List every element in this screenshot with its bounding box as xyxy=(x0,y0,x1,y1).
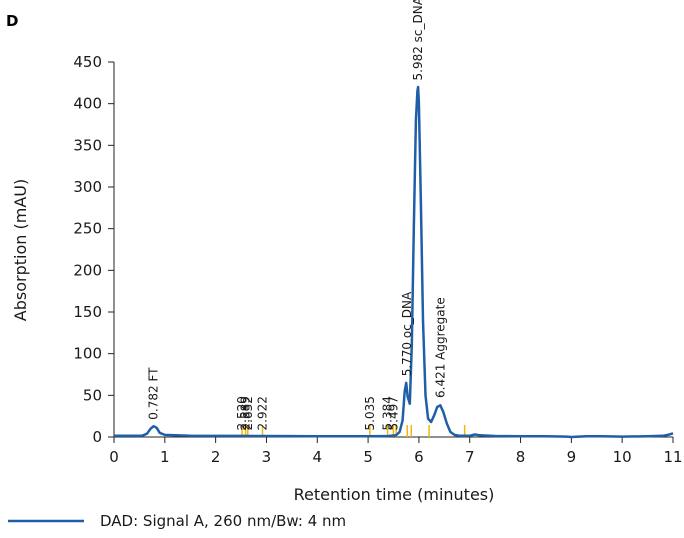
legend-label: DAD: Signal A, 260 nm/Bw: 4 nm xyxy=(100,512,346,530)
peak-label: 0.782 FT xyxy=(147,367,161,420)
peak-label: 5.035 xyxy=(363,396,377,430)
y-tick-label: 50 xyxy=(83,386,102,404)
tick-labels: 0 50 100 150 200 250 300 350 400 450 0 1 2 3 4 5 6 7 8 9 10 1… xyxy=(73,53,682,466)
x-tick-label: 2 xyxy=(211,448,221,466)
x-tick-label: 4 xyxy=(312,448,322,466)
x-tick-label: 0 xyxy=(109,448,119,466)
x-tick-label: 8 xyxy=(516,448,526,466)
y-tick-label: 200 xyxy=(73,261,102,279)
y-tick-label: 250 xyxy=(73,220,102,238)
series-lines xyxy=(114,85,674,439)
x-tick-label: 10 xyxy=(613,448,632,466)
x-tick-label: 1 xyxy=(160,448,170,466)
peak-label: 5.982 sc_DNA xyxy=(411,0,425,81)
x-tick-label: 11 xyxy=(663,448,682,466)
peak-label: 5.497 xyxy=(386,396,400,430)
peak-label: 5.770 oc_DNA xyxy=(400,291,414,376)
y-tick-label: 300 xyxy=(73,178,102,196)
x-tick-label: 9 xyxy=(567,448,577,466)
panel-label: D xyxy=(6,12,19,30)
peak-label: 5.384 xyxy=(381,396,395,430)
peak-label: 6.421 Aggregate xyxy=(433,297,447,398)
x-tick-label: 3 xyxy=(262,448,272,466)
y-tick-label: 0 xyxy=(92,428,102,446)
series-line xyxy=(114,85,674,439)
y-tick-label: 100 xyxy=(73,345,102,363)
peak-label: 2.632 xyxy=(241,396,255,430)
x-axis-title: Retention time (minutes) xyxy=(294,485,495,504)
y-tick-label: 400 xyxy=(73,95,102,113)
legend: DAD: Signal A, 260 nm/Bw: 4 nm xyxy=(8,512,346,530)
peak-label: 2.520 xyxy=(235,396,249,430)
y-tick-label: 450 xyxy=(73,53,102,71)
x-tick-label: 5 xyxy=(363,448,373,466)
peak-label: 2.922 xyxy=(256,396,270,430)
y-axis-title: Absorption (mAU) xyxy=(11,179,30,321)
y-tick-label: 350 xyxy=(73,136,102,154)
peak-label: 2.589 xyxy=(239,396,253,430)
x-tick-label: 7 xyxy=(465,448,475,466)
x-tick-label: 6 xyxy=(414,448,424,466)
axes xyxy=(108,61,674,443)
y-tick-label: 150 xyxy=(73,303,102,321)
